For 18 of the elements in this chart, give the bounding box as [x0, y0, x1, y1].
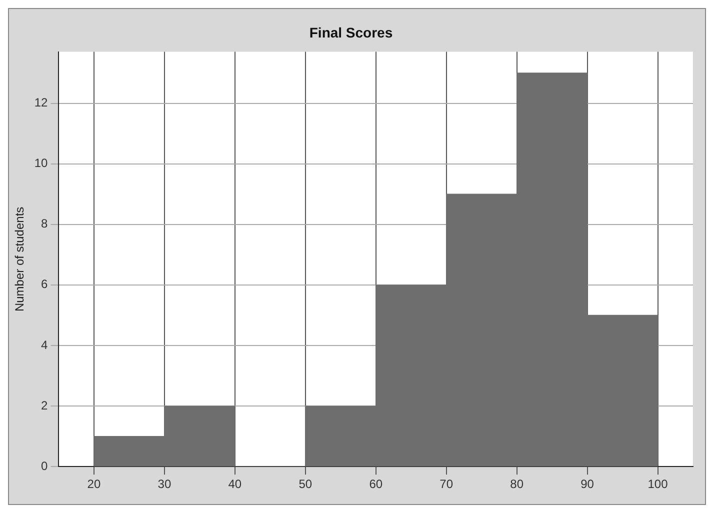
- x-tick-label: 30: [158, 477, 172, 492]
- y-tick-label: 4: [41, 338, 48, 352]
- x-tick-label: 50: [298, 477, 312, 492]
- chart-title: Final Scores: [309, 24, 393, 40]
- x-tick-label: 70: [440, 477, 454, 492]
- y-axis-title: Number of students: [12, 206, 27, 312]
- y-tick-label: 8: [41, 216, 48, 231]
- x-tick-label: 40: [228, 477, 242, 492]
- x-tick-label: 80: [510, 477, 524, 492]
- x-tick-label: 60: [369, 477, 383, 492]
- x-tick-label: 20: [87, 477, 101, 492]
- y-tick-label: 12: [34, 96, 48, 110]
- y-tick-label: 0: [41, 458, 48, 473]
- x-tick-label: 100: [648, 477, 668, 492]
- x-tick-label: 90: [580, 477, 594, 492]
- y-tick-label: 10: [34, 156, 48, 170]
- y-tick-label: 6: [41, 277, 48, 292]
- y-tick-label: 2: [41, 398, 48, 412]
